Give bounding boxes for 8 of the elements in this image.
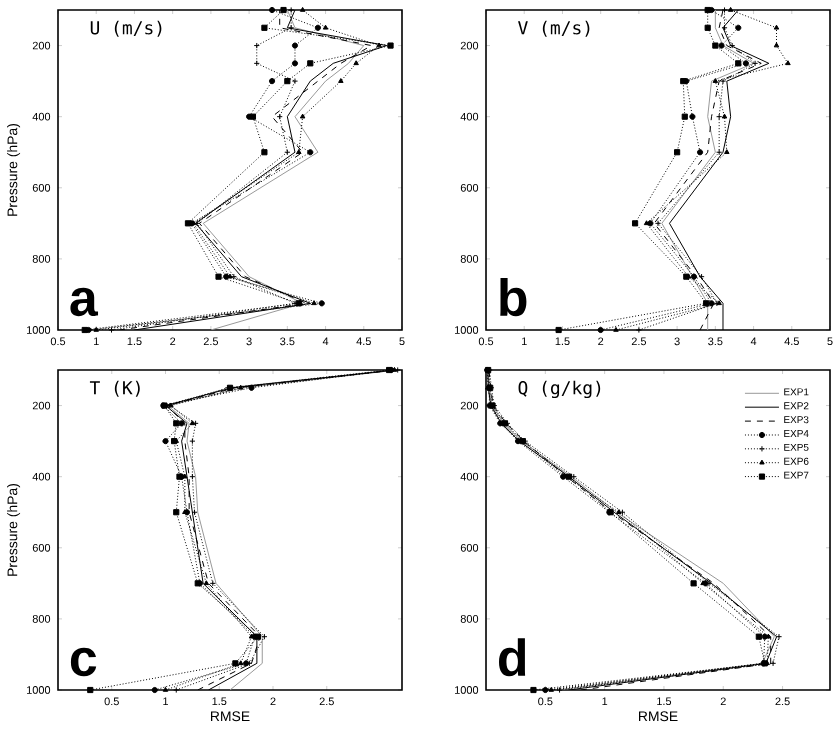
annotation: a: [70, 287, 99, 317]
text: V (m/s): [518, 20, 590, 37]
annotation: b: [500, 278, 527, 317]
text: Q (g/kg): [518, 380, 601, 399]
annotation: c: [70, 647, 97, 677]
text: U (m/s): [90, 20, 162, 37]
annotation: d: [499, 638, 526, 677]
text: T (K): [89, 380, 140, 397]
